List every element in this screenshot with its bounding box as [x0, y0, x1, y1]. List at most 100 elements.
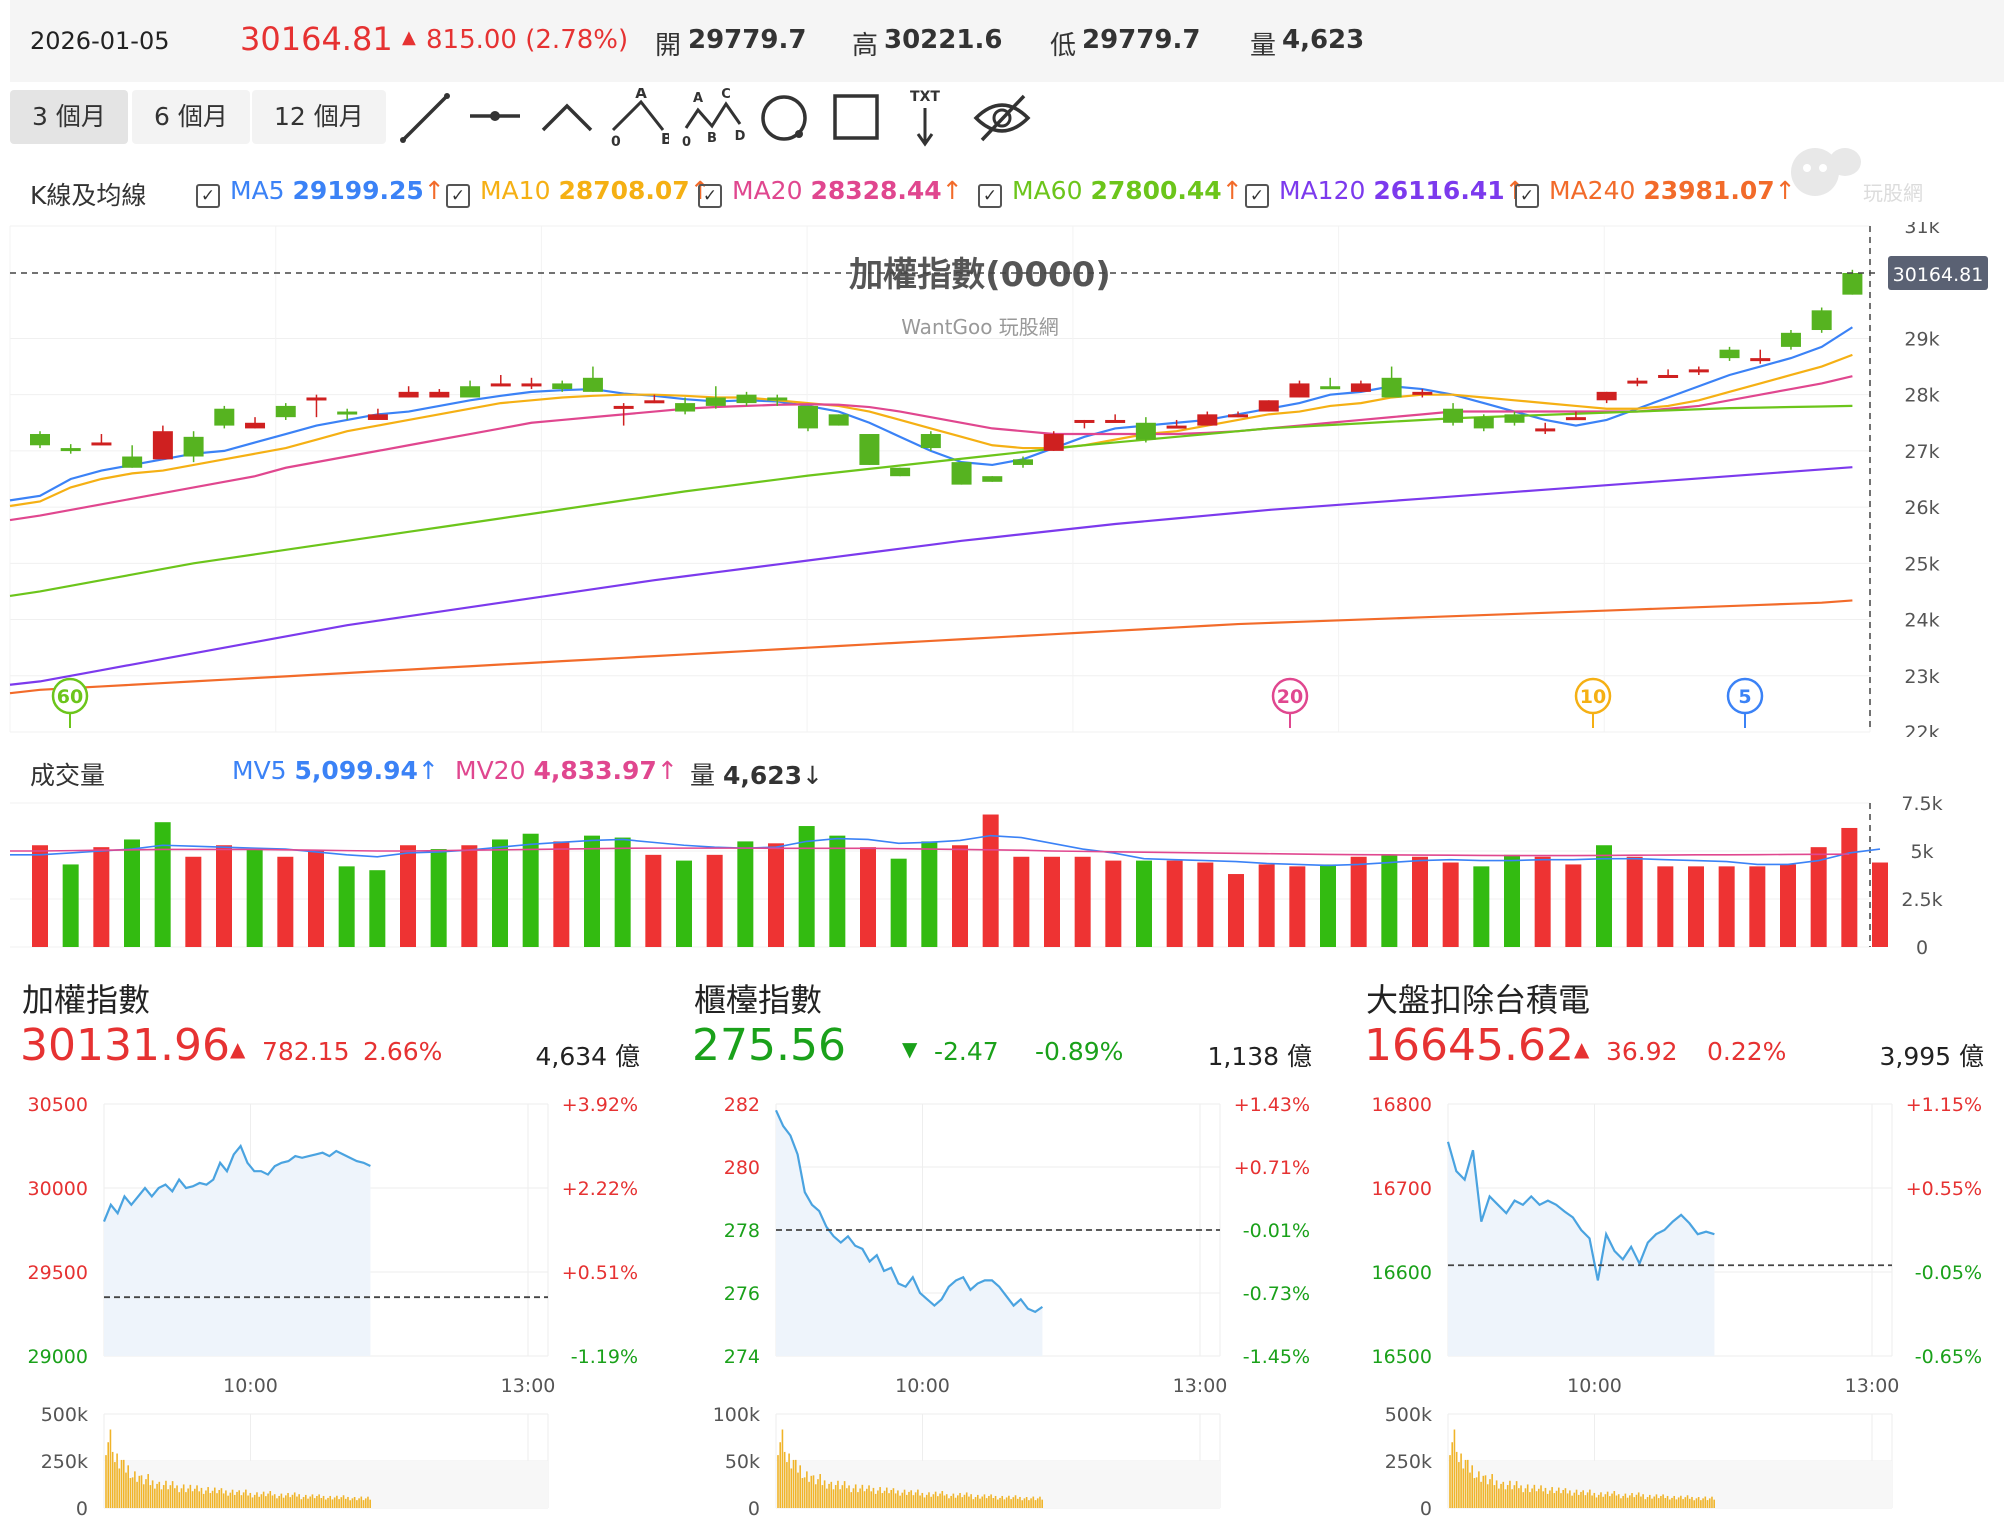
volume-bar — [1381, 854, 1398, 947]
ma-name: MA120 — [1279, 176, 1374, 205]
candle — [552, 383, 573, 390]
checkbox-icon[interactable]: ✓ — [1245, 184, 1269, 208]
ma-legend-item[interactable]: ✓ MA5 29199.25↑ — [196, 176, 445, 208]
y-tick-right: +1.15% — [1906, 1094, 1982, 1116]
up-arrow-icon: ↑ — [689, 176, 711, 205]
candle — [797, 405, 818, 429]
quote-price: 30164.81 — [240, 20, 393, 58]
horizontal-line-icon[interactable] — [465, 88, 525, 148]
volume-bar — [1105, 860, 1122, 947]
ma-legend-item[interactable]: ✓ MA10 28708.07↑ — [446, 176, 711, 208]
y-tick-left: 280 — [724, 1157, 760, 1179]
candle — [828, 414, 849, 426]
volume-bar — [277, 856, 294, 947]
mv5-name: MV5 — [232, 756, 287, 785]
up-arrow-icon: ↑ — [941, 176, 963, 205]
angle-line-icon[interactable] — [537, 88, 597, 148]
abc-pattern-label-b: B — [661, 130, 669, 148]
checkbox-icon[interactable]: ✓ — [1515, 184, 1539, 208]
candle — [1719, 349, 1740, 359]
mv20-name: MV20 — [455, 756, 526, 785]
volume-bar — [1136, 860, 1152, 947]
intraday-chart[interactable]: 282 +1.43% 280 +0.71% 278 -0.01% 276 -0.73% 274 -… — [672, 1090, 1332, 1530]
tab-3-months[interactable]: 3 個月 — [10, 90, 128, 144]
volume-bar — [982, 814, 999, 947]
volume-bar — [1626, 856, 1643, 947]
ma-legend-item[interactable]: ✓ MA20 28328.44↑ — [698, 176, 963, 208]
vol-name: 量 — [690, 761, 716, 790]
circle-tool-icon[interactable] — [755, 88, 815, 148]
x-tick-label: 13:00 — [1845, 1375, 1900, 1397]
abcd-pattern-label-c: C — [721, 88, 731, 102]
ma-line-ma120 — [9, 466, 1853, 686]
text-tool-icon[interactable]: TXT — [900, 88, 950, 152]
volume-bar — [614, 837, 631, 947]
price-line — [1446, 1141, 1715, 1281]
rectangle-tool-icon[interactable] — [827, 88, 887, 148]
candle — [1627, 380, 1648, 384]
y-tick-left: 278 — [724, 1220, 760, 1242]
trend-line-icon[interactable] — [395, 88, 455, 148]
tab-6-months[interactable]: 6 個月 — [132, 90, 250, 144]
candle — [367, 414, 388, 420]
abcd-pattern-icon[interactable]: A C 0 B D — [678, 88, 750, 152]
kline-chart[interactable]: 31k 29k 28k 27k 26k 25k 24k 23k 22k 加權指數(0000) Wan… — [0, 222, 2004, 737]
checkbox-icon[interactable]: ✓ — [446, 184, 470, 208]
y-tick-label: 29k — [1904, 328, 1939, 350]
candle — [982, 476, 1003, 482]
checkbox-icon[interactable]: ✓ — [698, 184, 722, 208]
wantgoo-logo-text: 玩股網 — [1863, 181, 1923, 205]
candle — [429, 391, 450, 398]
volume-tick-label: 100k — [713, 1404, 760, 1426]
volume-bar — [676, 860, 692, 947]
volume-bar — [430, 849, 447, 947]
mv20-arrow-icon: ↑ — [656, 756, 678, 785]
ma-name: MA5 — [230, 176, 293, 205]
volume-tick-label: 250k — [41, 1451, 88, 1473]
volume-ma-line — [10, 834, 1881, 867]
intraday-chart[interactable]: 16800 +1.15% 16700 +0.55% 16600 -0.05% 16500 -0… — [1344, 1090, 2004, 1530]
volume-bar — [1565, 864, 1582, 947]
x-tick-label: 10:00 — [895, 1375, 950, 1397]
panel-title: 櫃檯指數 — [694, 981, 823, 1019]
volume-bar — [1320, 864, 1336, 947]
candle — [30, 434, 50, 446]
x-tick-label: 13:00 — [501, 1375, 556, 1397]
y-tick-left: 16500 — [1372, 1346, 1432, 1368]
ma-value: 28708.07 — [558, 176, 690, 205]
candle — [1228, 414, 1249, 418]
candle — [1535, 428, 1556, 432]
candle — [122, 456, 143, 468]
volume-bar — [154, 822, 171, 947]
volume-value: 4,623 — [1282, 25, 1365, 55]
candle — [1043, 434, 1064, 451]
y-tick-right: -0.05% — [1915, 1262, 1982, 1284]
volume-bar — [1657, 866, 1674, 947]
tab-12-months[interactable]: 12 個月 — [252, 90, 386, 144]
volume-bar — [400, 845, 416, 947]
intraday-chart[interactable]: 30500 +3.92% 30000 +2.22% 29500 +0.51% 29000 -1… — [0, 1090, 660, 1530]
abc-pattern-icon[interactable]: A 0 B — [605, 88, 669, 152]
volume-ma-line — [10, 847, 1850, 857]
checkbox-icon[interactable]: ✓ — [978, 184, 1002, 208]
panel-pct: -0.89% — [1035, 1037, 1124, 1066]
candle — [1074, 419, 1095, 423]
volume-bar — [1749, 866, 1766, 947]
panel-direction-icon: ▼ — [902, 1037, 918, 1061]
volume-tick-label: 500k — [41, 1404, 88, 1426]
candle — [398, 391, 419, 398]
hide-drawings-icon[interactable] — [970, 88, 1034, 148]
checkbox-icon[interactable]: ✓ — [196, 184, 220, 208]
ma-legend-item[interactable]: ✓ MA120 26116.41↑ — [1245, 176, 1526, 208]
y-tick-right: -1.45% — [1243, 1346, 1310, 1368]
ma-name: MA20 — [732, 176, 811, 205]
up-triangle-icon: ▲ — [402, 27, 416, 48]
volume-chart[interactable]: 7.5k 5k 2.5k 0 — [0, 795, 2004, 955]
y-tick-right: -0.73% — [1243, 1283, 1310, 1305]
volume-bar — [492, 839, 508, 947]
abcd-pattern-label-d: D — [735, 129, 746, 144]
text-tool-label: TXT — [910, 89, 940, 105]
ma-legend-item[interactable]: ✓ MA240 23981.07↑ — [1515, 176, 1796, 208]
ma-legend-item[interactable]: ✓ MA60 27800.44↑ — [978, 176, 1243, 208]
ma-name: MA240 — [1549, 176, 1644, 205]
